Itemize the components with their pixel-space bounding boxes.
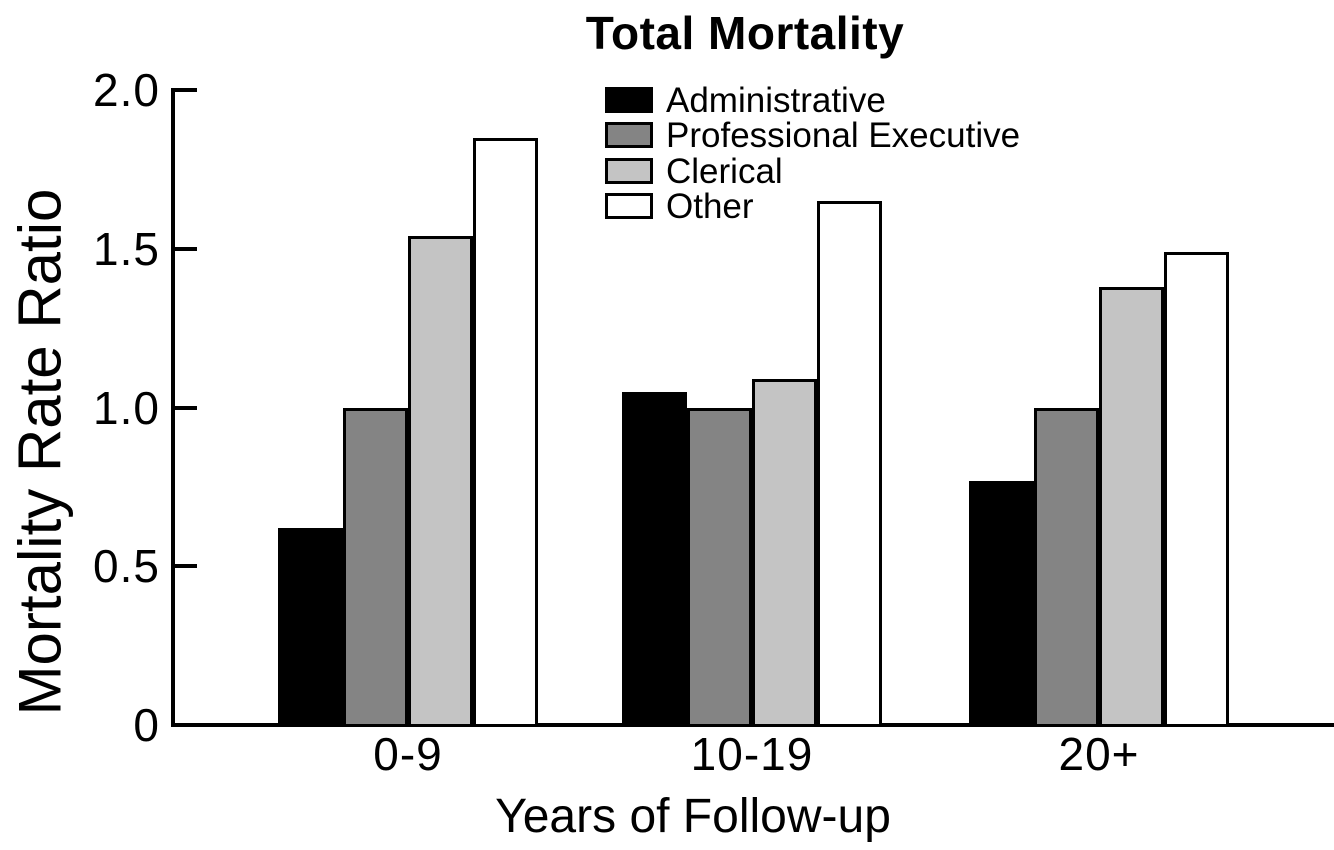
y-axis-tick-label: 0.5 (93, 540, 160, 593)
bar-other-10-19 (817, 201, 882, 727)
legend-label-clerical: Clerical (666, 151, 783, 191)
legend-swatch-clerical (605, 157, 653, 184)
bar-other-20 (1164, 251, 1229, 727)
y-axis-tick-label: 1.0 (93, 381, 160, 434)
legend-swatch-other (605, 193, 653, 220)
bar-clerical-20 (1099, 286, 1164, 727)
legend-swatch-professional-executive (605, 122, 653, 149)
x-axis-tick-label-10-19: 10-19 (690, 728, 814, 780)
y-axis-tick-label: 1.5 (93, 222, 160, 275)
y-axis-tick (175, 88, 197, 92)
legend-label-administrative: Administrative (666, 81, 886, 120)
y-axis-tick (175, 723, 197, 727)
y-axis-tick-label: 2.0 (93, 64, 160, 116)
x-axis-tick-label-20: 20+ (1058, 728, 1140, 780)
y-axis-line (171, 88, 175, 727)
bar-clerical-10-19 (752, 378, 817, 727)
bar-professional-executive-10-19 (687, 407, 752, 727)
y-axis-tick (175, 564, 197, 569)
bar-other-0-9 (473, 137, 538, 727)
legend-swatch-administrative (605, 87, 653, 113)
x-axis-tick-label-0-9: 0-9 (373, 728, 443, 780)
legend-label-other: Other (666, 187, 754, 227)
bar-administrative-20 (969, 480, 1034, 727)
bar-professional-executive-20 (1034, 407, 1099, 727)
bar-administrative-10-19 (622, 391, 687, 727)
bar-professional-executive-0-9 (343, 407, 408, 727)
x-axis-title: Years of Follow-up (495, 790, 891, 843)
y-axis-tick (175, 405, 197, 410)
chart-title: Total Mortality (585, 7, 905, 59)
bar-administrative-0-9 (278, 528, 343, 727)
y-axis-tick-label: 0 (133, 699, 160, 751)
bar-clerical-0-9 (408, 236, 473, 727)
y-axis-tick (175, 246, 197, 251)
legend-label-professional-executive: Professional Executive (666, 116, 1021, 156)
